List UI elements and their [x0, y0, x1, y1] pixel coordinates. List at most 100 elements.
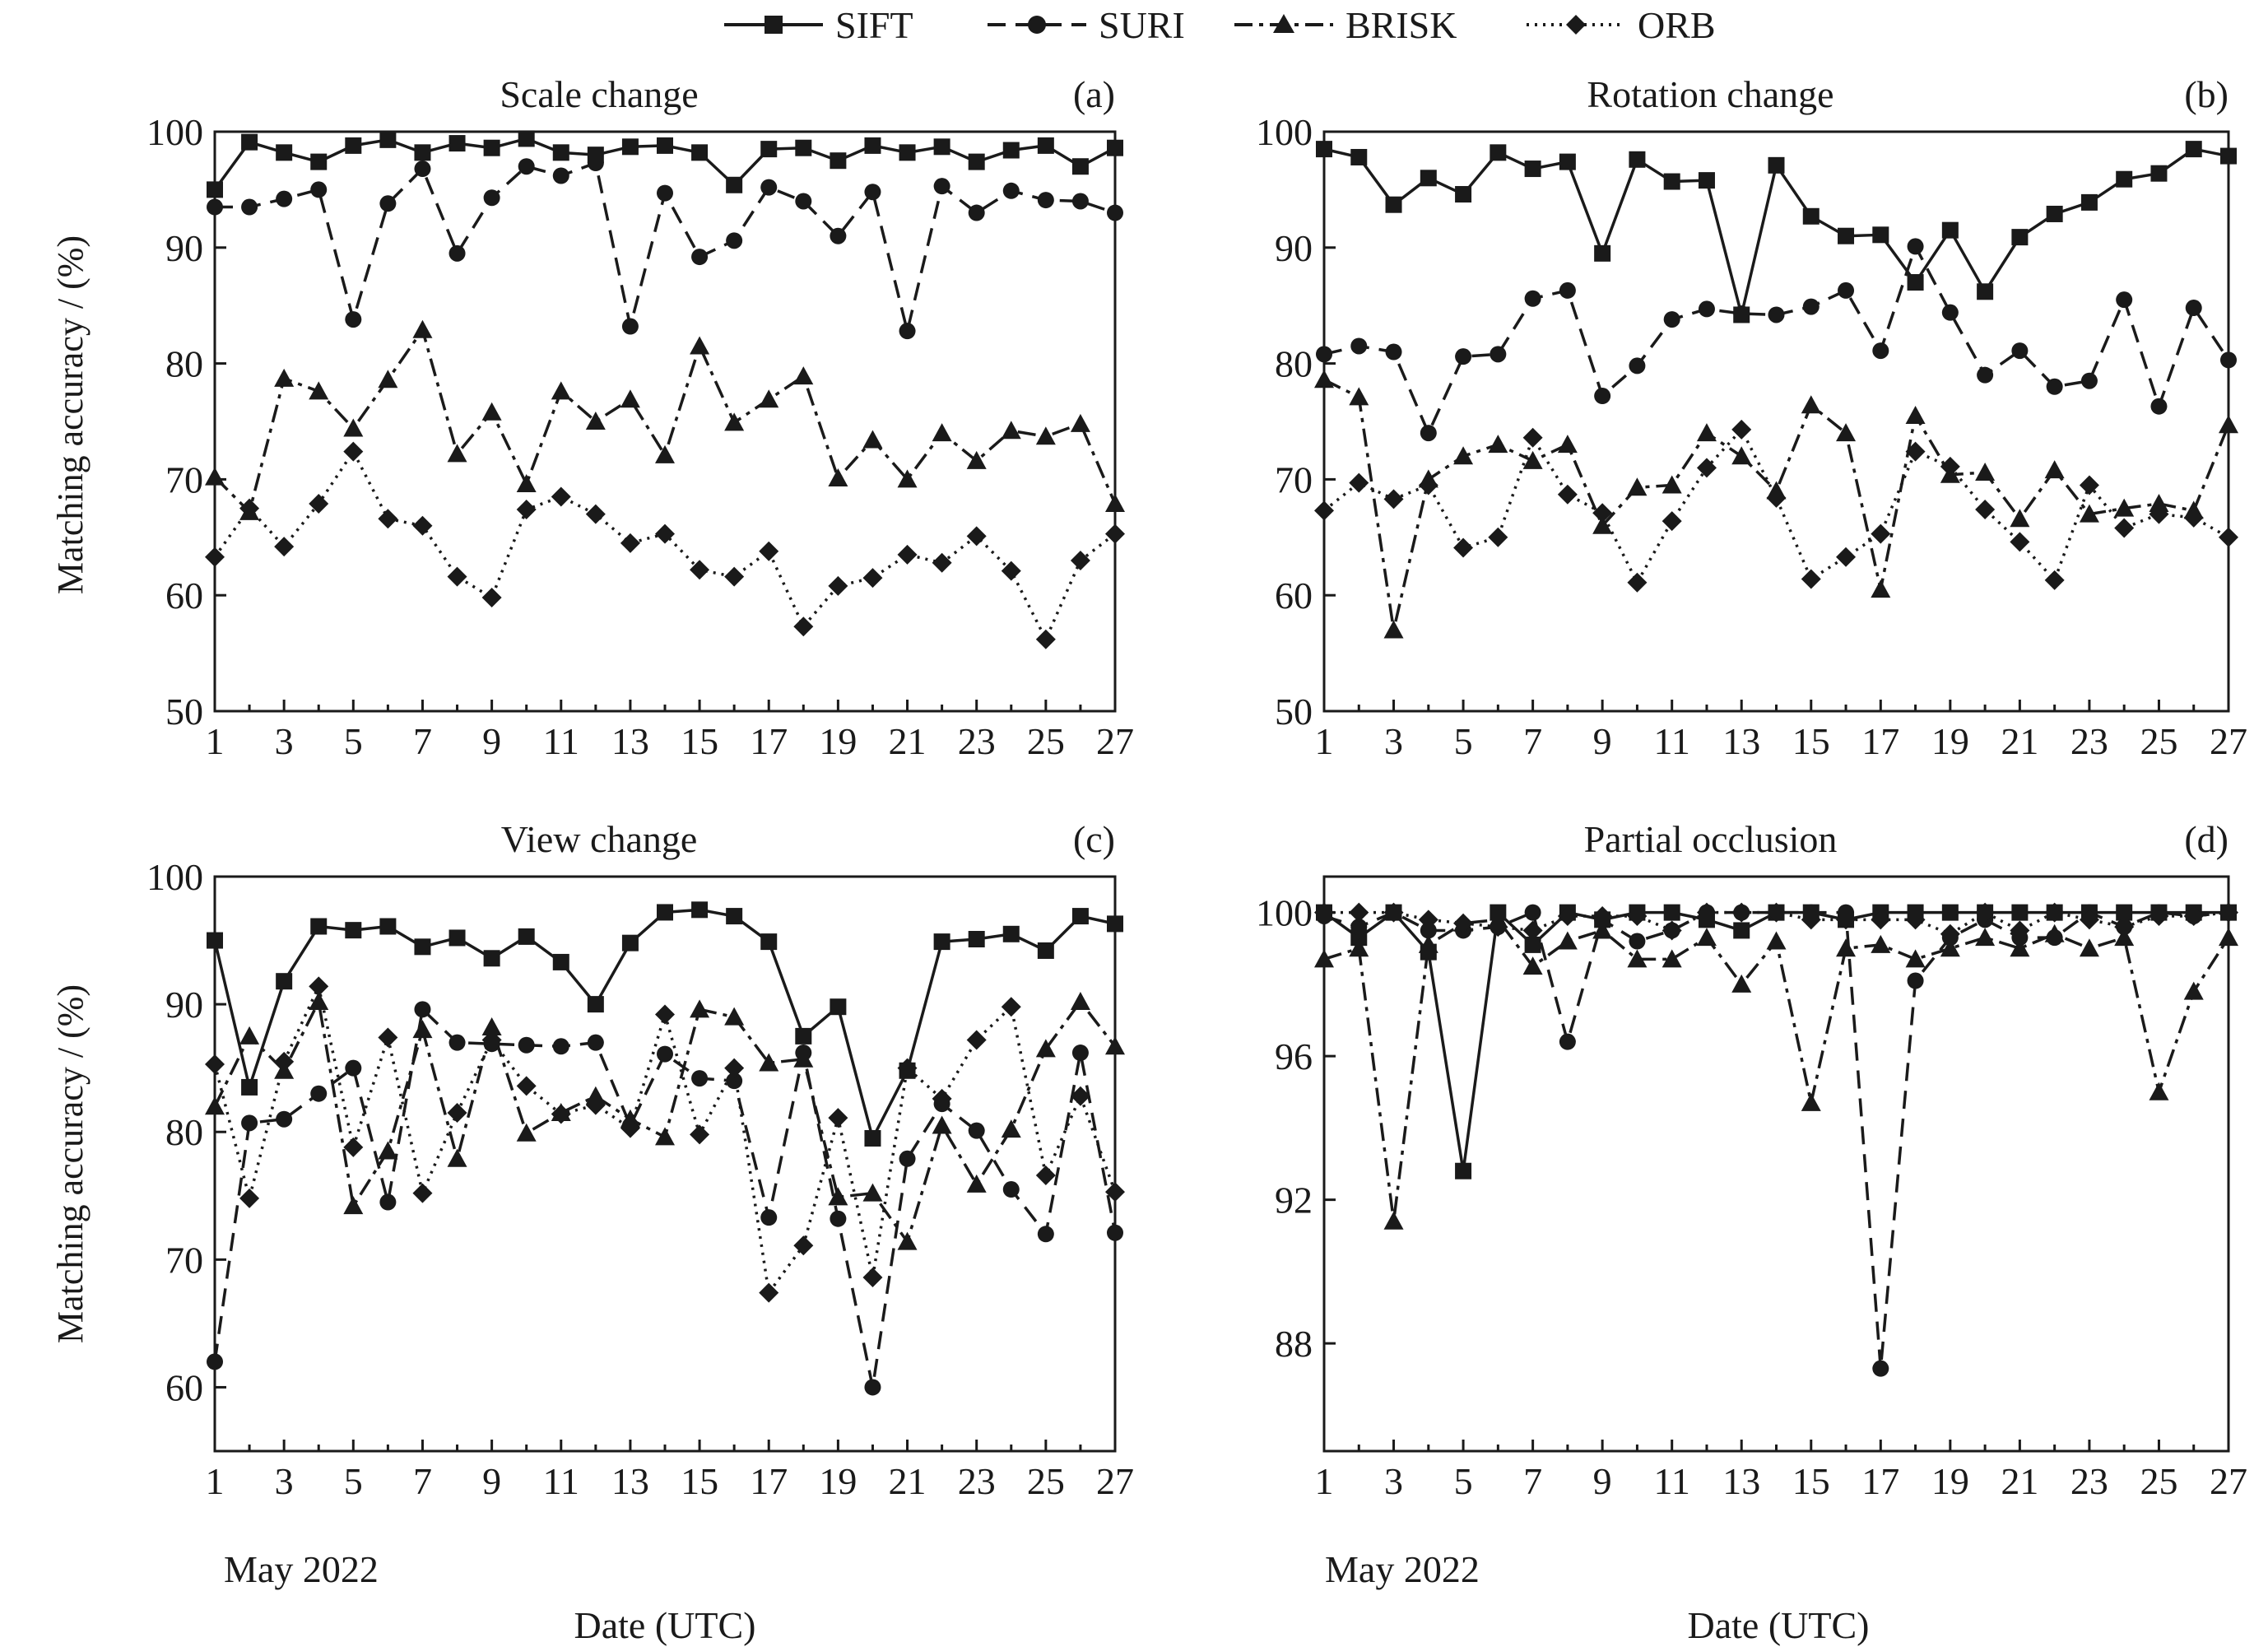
- panel-c-point-orb: [966, 1030, 987, 1050]
- panel-b-point-orb: [1349, 472, 1369, 493]
- panel-b-x-tick-label: 27: [2210, 720, 2247, 762]
- panel-d-point-sift: [1455, 1162, 1472, 1179]
- panel-b-series-orb: [1314, 419, 2238, 593]
- panel-a-point-orb: [1070, 550, 1090, 570]
- panel-a-point-sift: [899, 144, 916, 161]
- panel-c-point-sift: [587, 996, 604, 1013]
- panel-a-point-orb: [966, 526, 987, 547]
- panel-c-point-suri: [1071, 1044, 1089, 1062]
- panel-d-point-brisk: [2219, 928, 2238, 947]
- panel-c-point-orb: [343, 1137, 364, 1157]
- panel-c-point-brisk: [343, 1196, 364, 1215]
- panel-d-point-orb: [1801, 910, 1821, 930]
- panel-b-point-sift: [2080, 193, 2098, 211]
- panel-a-point-brisk: [655, 444, 675, 463]
- panel-b-point-suri: [2150, 398, 2168, 415]
- panel-d-point-orb: [1905, 910, 1926, 930]
- panel-d-point-orb: [1488, 917, 1508, 937]
- panel-c-point-orb: [1070, 1086, 1090, 1106]
- panel-b-point-brisk: [1801, 395, 1821, 414]
- panel-b-point-orb: [2149, 504, 2169, 524]
- panel-a-point-brisk: [309, 381, 329, 400]
- panel-c-point-sift: [621, 934, 639, 951]
- panel-c-y-tick-label: 70: [165, 1239, 203, 1281]
- panel-c-point-orb: [205, 1054, 225, 1075]
- panel-a-point-suri: [1037, 192, 1054, 209]
- panel-a-point-orb: [759, 541, 779, 561]
- panel-b-point-brisk: [1661, 475, 1682, 494]
- panel-a-x-tick-label: 7: [413, 720, 432, 762]
- panel-d-point-brisk: [2079, 938, 2099, 957]
- panel-b-point-brisk: [2114, 498, 2135, 517]
- panel-d-point-brisk: [1522, 956, 1543, 975]
- panel-b-point-suri: [2220, 351, 2237, 369]
- panel-b-x-tick-label: 13: [1722, 720, 1760, 762]
- panel-c-point-sift: [310, 918, 328, 935]
- panel-a-x-tick-label: 1: [206, 720, 225, 762]
- panel-a-x-tick-label: 17: [750, 720, 788, 762]
- panel-c-point-orb: [481, 1030, 502, 1050]
- panel-c-x-tick-label: 7: [413, 1460, 432, 1502]
- panel-d-point-orb: [1627, 905, 1648, 926]
- panel-b-x-tick-label: 17: [1861, 720, 1899, 762]
- panel-c-point-suri: [310, 1085, 328, 1102]
- panel-b-x-tick-label: 21: [2001, 720, 2038, 762]
- panel-a-point-brisk: [516, 474, 537, 493]
- panel-a-x-tick-label: 27: [1096, 720, 1134, 762]
- panel-b-point-orb: [1696, 458, 1717, 478]
- panel-a-point-brisk: [343, 418, 364, 437]
- panel-d-point-orb: [1766, 902, 1787, 923]
- panel-d-point-brisk: [1766, 931, 1787, 950]
- panel-a-x-tick-label: 3: [275, 720, 294, 762]
- panel-a-point-sift: [414, 144, 431, 161]
- panel-a-point-suri: [899, 323, 916, 340]
- panel-d-x-tick-label: 5: [1454, 1460, 1473, 1502]
- panel-c-point-orb: [690, 1124, 710, 1145]
- panel-c-point-brisk: [1105, 1036, 1125, 1055]
- legend-marker-brisk: [1273, 14, 1294, 33]
- panel-a-point-orb: [309, 493, 329, 514]
- panel-d-point-orb: [1731, 902, 1752, 923]
- panel-d-point-brisk: [2010, 938, 2030, 957]
- panel-a-point-sift: [483, 139, 500, 156]
- panel-d-point-brisk: [1592, 920, 1613, 939]
- panel-d-point-brisk: [1696, 928, 1717, 947]
- panel-d-point-orb: [1418, 910, 1438, 930]
- panel-a-point-brisk: [412, 319, 433, 338]
- panel-a-label: (a): [1073, 73, 1115, 115]
- panel-c-point-sift: [448, 929, 466, 947]
- panel-d-x-tick-label: 27: [2210, 1460, 2247, 1502]
- panel-d-point-suri: [1907, 972, 1924, 989]
- panel-a-point-brisk: [1035, 426, 1056, 445]
- panel-a-point-suri: [657, 184, 673, 202]
- panel-b-x-tick-label: 9: [1593, 720, 1612, 762]
- panel-c-point-sift: [1107, 915, 1123, 933]
- panel-a-point-orb: [932, 552, 952, 573]
- panel-c-point-orb: [1105, 1182, 1125, 1203]
- month-label-left: May 2022: [224, 1548, 379, 1590]
- panel-d-point-brisk: [1627, 949, 1648, 968]
- panel-d-x-tick-label: 21: [2001, 1460, 2038, 1502]
- panel-d-point-suri: [1872, 1360, 1889, 1377]
- panel-b-point-suri: [1455, 348, 1472, 365]
- panel-b-point-sift: [1838, 227, 1855, 244]
- panel-c-point-orb: [862, 1268, 883, 1288]
- panel-a-point-sift: [726, 176, 743, 193]
- panel-b-point-sift: [2220, 147, 2237, 165]
- panel-d-point-sift: [2011, 904, 2029, 921]
- panel-c-point-sift: [657, 904, 673, 921]
- panel-d-point-orb: [2010, 920, 2030, 941]
- panel-b-point-brisk: [1731, 446, 1752, 465]
- panel-b-point-sift: [2011, 229, 2029, 246]
- panel-d-point-orb: [2183, 905, 2204, 926]
- panel-b-x-tick-label: 1: [1315, 720, 1334, 762]
- panel-c-point-orb: [793, 1235, 814, 1256]
- panel-a-point-sift: [1107, 139, 1123, 156]
- panel-d-point-sift: [2116, 904, 2133, 921]
- panel-c-x-tick-label: 13: [611, 1460, 649, 1502]
- panel-b-point-orb: [1766, 487, 1787, 508]
- panel-a-point-brisk: [481, 402, 502, 421]
- panel-c-point-suri: [587, 1034, 604, 1051]
